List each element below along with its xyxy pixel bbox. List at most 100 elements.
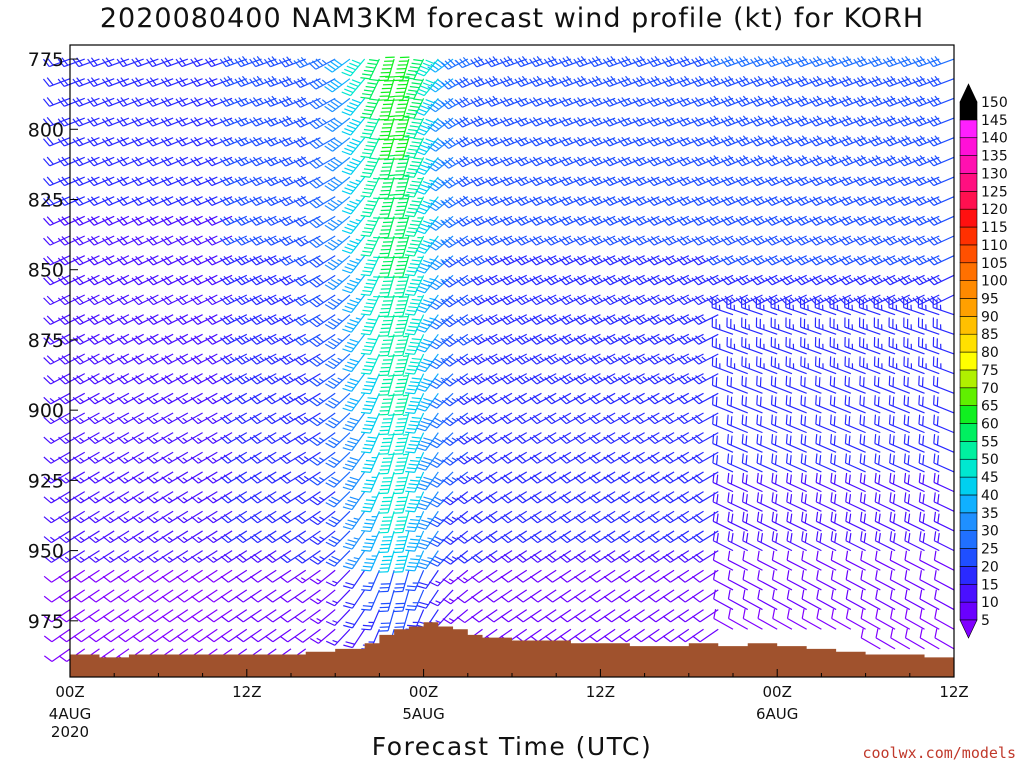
barb-flag: [325, 640, 336, 646]
barb-flag: [346, 282, 357, 287]
barb-flag: [312, 377, 321, 385]
barb-flag: [120, 315, 128, 324]
wind-barb: [249, 136, 277, 147]
barb-flag: [349, 180, 359, 186]
barb-flag: [325, 561, 335, 567]
barb-flag: [135, 97, 143, 106]
wind-barb: [43, 609, 71, 623]
barb-flag: [235, 555, 244, 563]
wind-barb: [87, 491, 115, 504]
barb-half-flag: [553, 158, 559, 164]
wind-barb: [393, 491, 410, 514]
barb-staff: [301, 510, 321, 525]
barb-flag: [46, 335, 55, 343]
barb-flag: [131, 496, 140, 504]
wind-barb: [308, 196, 336, 209]
barb-flag: [282, 375, 291, 383]
barb-flag: [430, 242, 440, 249]
barb-flag: [367, 121, 377, 125]
barb-flag: [279, 516, 288, 524]
barb-flag: [441, 419, 451, 427]
barb-half-flag: [274, 297, 279, 302]
barb-flag: [90, 176, 99, 185]
barb-flag: [164, 375, 173, 383]
barb-flag: [146, 396, 155, 405]
wind-barb: [72, 156, 100, 167]
barb-flag: [360, 352, 371, 355]
barb-flag: [105, 57, 113, 66]
barb-half-flag: [480, 237, 486, 243]
wind-barb: [102, 392, 130, 405]
wind-barb: [219, 97, 248, 107]
barb-flag: [146, 317, 154, 325]
barb-flag: [347, 322, 357, 327]
wind-barb: [176, 530, 203, 544]
barb-staff: [537, 609, 557, 623]
barb-flag: [485, 615, 495, 623]
barb-flag: [249, 277, 257, 286]
barb-flag: [344, 108, 354, 113]
barb-flag: [423, 358, 433, 363]
wind-barb: [279, 353, 307, 365]
barb-flag: [205, 98, 212, 107]
barb-flag: [43, 396, 52, 405]
barb-staff: [351, 569, 366, 589]
barb-staff: [301, 373, 321, 386]
wind-barb: [342, 491, 366, 511]
barb-flag: [120, 77, 128, 86]
barb-half-flag: [64, 397, 70, 403]
barb-flag: [434, 318, 443, 325]
barb-flag: [57, 277, 66, 286]
barb-flag: [327, 143, 337, 150]
barb-staff: [522, 628, 542, 643]
barb-flag: [264, 337, 272, 345]
barb-flag: [57, 337, 66, 345]
barb-half-flag: [480, 396, 486, 401]
barb-flag: [279, 456, 288, 464]
barb-flag: [294, 636, 304, 643]
barb-flag: [418, 483, 429, 488]
barb-flag: [436, 138, 446, 145]
barb-flag: [418, 581, 429, 586]
barb-flag: [179, 335, 187, 343]
barb-half-flag: [429, 179, 435, 183]
barb-staff: [402, 196, 410, 218]
barb-half-flag: [355, 238, 362, 242]
barb-flag: [328, 439, 338, 446]
barb-staff: [302, 589, 321, 604]
barb-flag: [416, 585, 427, 590]
barb-half-flag: [539, 99, 544, 104]
barb-flag: [367, 279, 377, 282]
barb-flag: [242, 56, 249, 65]
barb-half-flag: [465, 337, 471, 342]
barb-flag: [282, 176, 290, 185]
wind-barb: [529, 471, 557, 484]
barb-flag: [43, 536, 52, 544]
barb-half-flag: [389, 115, 395, 118]
wind-barb: [342, 353, 366, 373]
wind-barb: [73, 530, 100, 544]
barb-flag: [116, 178, 124, 187]
barb-flag: [234, 217, 242, 226]
barb-flag: [149, 355, 158, 363]
barb-flag: [416, 447, 426, 452]
barb-staff: [387, 471, 395, 494]
barb-flag: [179, 136, 187, 145]
barb-flag: [341, 71, 351, 77]
wind-barb: [102, 491, 130, 504]
barb-flag: [344, 68, 354, 74]
barb-staff: [109, 451, 130, 464]
barb-staff: [168, 491, 189, 504]
wind-barb: [88, 628, 115, 643]
barb-half-flag: [288, 257, 294, 263]
barb-flag: [101, 98, 109, 107]
wind-barb: [205, 57, 233, 68]
barb-flag: [360, 372, 371, 375]
wind-barb: [147, 609, 174, 623]
barb-flag: [116, 257, 125, 266]
barb-staff: [424, 215, 439, 234]
barb-flag: [223, 355, 232, 363]
barb-flag: [423, 220, 433, 225]
barb-flag: [190, 297, 198, 306]
barb-flag: [294, 477, 303, 485]
